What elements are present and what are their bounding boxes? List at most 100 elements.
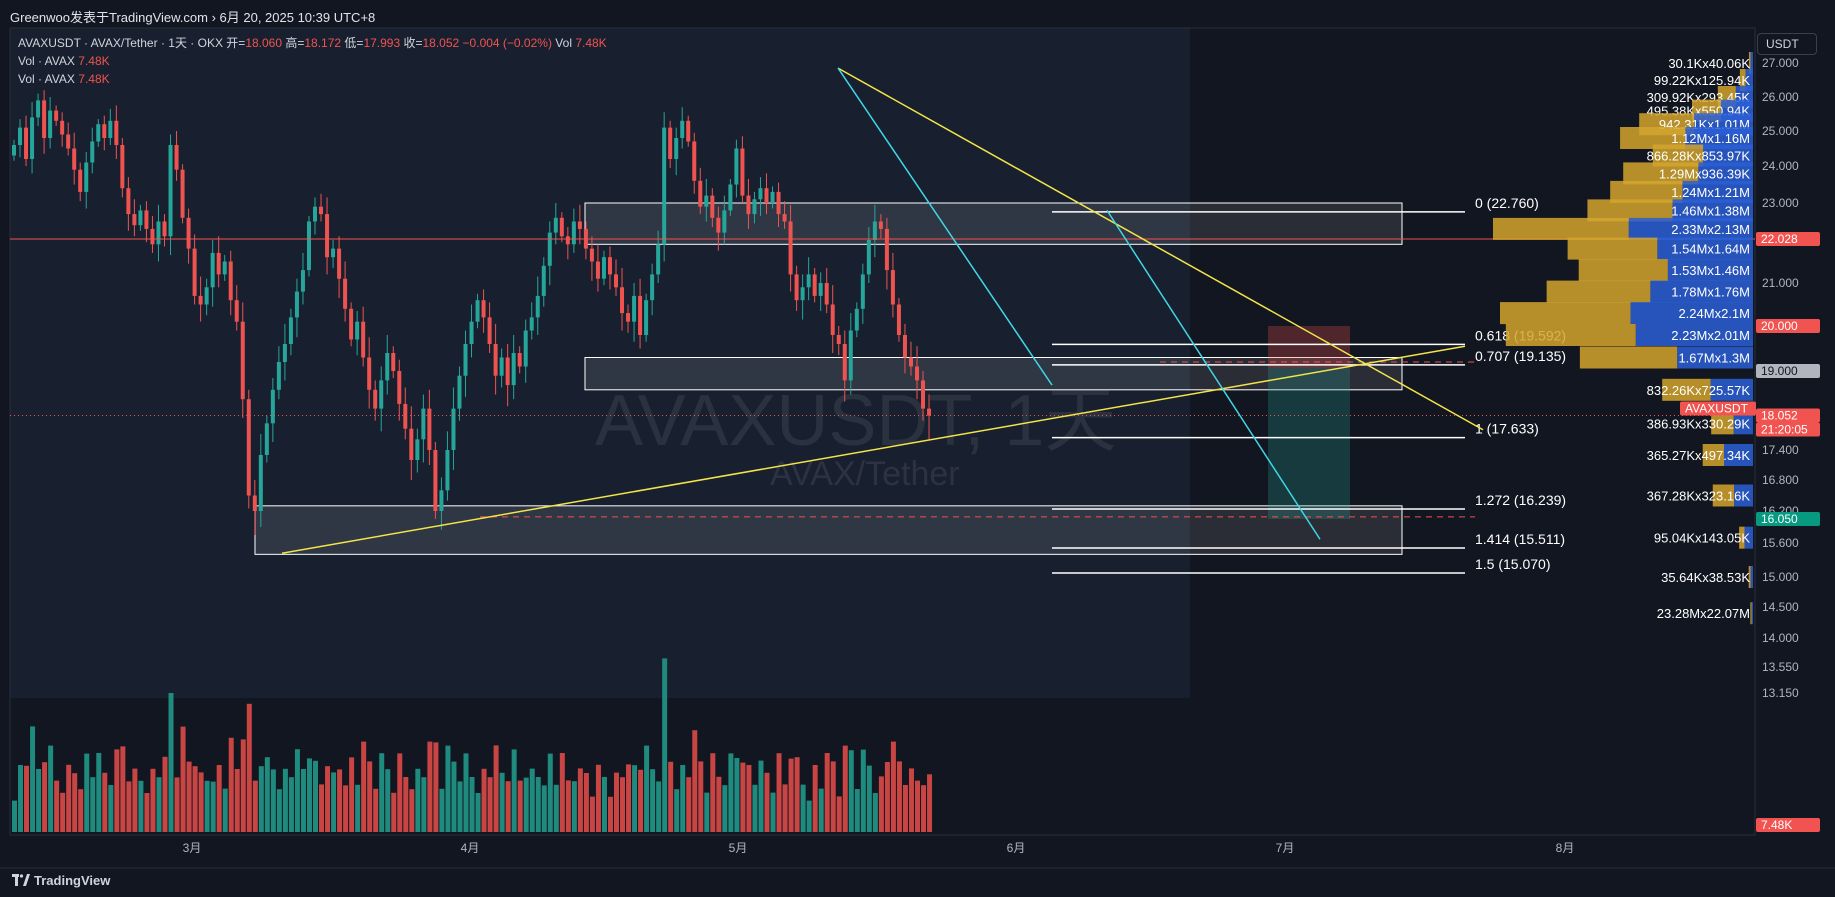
candle — [102, 124, 107, 138]
volume-profile-label: 866.28Kx853.97K — [1647, 149, 1751, 164]
volume-profile-label: 2.24Mx2.1M — [1678, 306, 1750, 321]
candle — [258, 455, 263, 511]
candle — [644, 300, 649, 335]
price-tag-label: AVAXUSDT — [1685, 402, 1749, 416]
volume-bar — [818, 788, 824, 832]
legend-close-label: 收= — [403, 36, 423, 50]
price-tag — [1756, 408, 1820, 423]
volume-profile-bar — [1744, 526, 1753, 549]
volume-bar — [174, 777, 180, 832]
y-axis-tick: 26.000 — [1762, 90, 1799, 104]
volume-bar — [529, 768, 535, 832]
volume-bar — [421, 777, 427, 832]
volume-profile-bar — [1677, 346, 1753, 369]
volume-bar — [626, 764, 632, 832]
volume-bar — [216, 765, 222, 832]
volume-bar — [24, 765, 30, 832]
volume-profile-bar — [1672, 199, 1753, 222]
currency-button[interactable]: USDT — [1757, 33, 1817, 55]
volume-bar — [36, 769, 42, 832]
candle — [300, 270, 305, 292]
chart-legend: AVAXUSDT · AVAX/Tether · 1天 · OKX 开=18.0… — [18, 34, 607, 88]
watermark-symbol: AVAXUSDT, 1天 — [595, 381, 1116, 461]
volume-bar — [559, 753, 565, 832]
legend-high: 18.172 — [304, 36, 342, 50]
candle — [632, 295, 637, 322]
volume-bar — [48, 745, 54, 832]
volume-bar — [349, 757, 355, 832]
volume-bar — [535, 777, 541, 832]
candle — [156, 221, 161, 245]
candle — [264, 423, 269, 455]
volume-profile-bar — [1739, 69, 1746, 91]
legend-symbol-row: AVAXUSDT · AVAX/Tether · 1天 · OKX 开=18.0… — [18, 34, 607, 52]
volume-bar — [915, 780, 920, 832]
candle — [493, 344, 498, 376]
candle — [234, 300, 239, 322]
candle — [228, 261, 233, 301]
fib-level-label: 1.272 (16.239) — [1475, 492, 1566, 508]
candle — [577, 221, 582, 229]
candle — [607, 257, 612, 275]
y-axis-tick: 13.550 — [1762, 660, 1799, 674]
candle — [872, 221, 877, 240]
volume-bar — [475, 793, 481, 832]
volume-bar — [373, 788, 379, 832]
volume-bar — [493, 745, 499, 832]
volume-profile-bar — [1698, 162, 1753, 185]
volume-bar — [806, 800, 812, 832]
candle — [788, 221, 793, 275]
volume-bar — [860, 749, 866, 832]
volume-profile-label: 30.1Kx40.06K — [1668, 56, 1750, 71]
volume-profile-bar — [1748, 52, 1751, 74]
volume-bar — [264, 757, 270, 832]
legend-vol-row-2[interactable]: Vol · AVAX 7.48K — [18, 70, 607, 88]
legend-vol-row-value: 7.48K — [78, 72, 110, 86]
candle — [427, 408, 432, 450]
candle — [481, 300, 486, 318]
volume-bar — [367, 761, 373, 832]
candle — [842, 344, 847, 381]
candle — [54, 110, 59, 121]
tradingview-brand[interactable]: TradingView — [12, 873, 110, 888]
volume-bar — [589, 796, 595, 832]
fib-level-label: 1.5 (15.070) — [1475, 556, 1551, 572]
chart-highlight-area — [10, 28, 1190, 698]
volume-bar — [499, 772, 505, 832]
volume-bar — [523, 777, 529, 832]
volume-bar — [565, 780, 571, 832]
candle — [728, 184, 733, 211]
volume-bar — [710, 753, 716, 832]
volume-bar — [577, 768, 583, 832]
candle — [680, 120, 685, 138]
volume-profile-label: 35.64Kx38.53K — [1661, 570, 1750, 585]
volume-bar — [102, 772, 108, 832]
volume-profile-label: 95.04Kx143.05K — [1654, 531, 1750, 546]
volume-bar — [469, 777, 475, 832]
candle — [78, 169, 83, 192]
candle — [168, 145, 173, 237]
candle — [361, 321, 366, 358]
volume-bar — [463, 753, 469, 832]
candle — [499, 357, 504, 376]
candle — [42, 100, 47, 138]
legend-symbol[interactable]: AVAXUSDT · AVAX/Tether · 1天 · OKX — [18, 36, 223, 50]
x-axis-tick: 5月 — [729, 841, 748, 855]
volume-bar — [800, 784, 806, 832]
volume-bar — [704, 792, 710, 832]
volume-bar — [397, 753, 403, 832]
candle — [421, 408, 426, 440]
candle — [457, 375, 462, 409]
volume-bar — [854, 789, 860, 832]
candle — [66, 134, 71, 149]
volume-profile-bar — [1734, 484, 1753, 507]
candle — [866, 240, 871, 275]
candle — [722, 210, 727, 233]
legend-vol-row-1[interactable]: Vol · AVAX 7.48K — [18, 52, 607, 70]
volume-bar — [607, 796, 613, 832]
candle — [650, 274, 655, 301]
volume-bar — [126, 781, 132, 832]
volume-bar — [258, 766, 264, 832]
volume-profile-bar — [1733, 412, 1753, 435]
